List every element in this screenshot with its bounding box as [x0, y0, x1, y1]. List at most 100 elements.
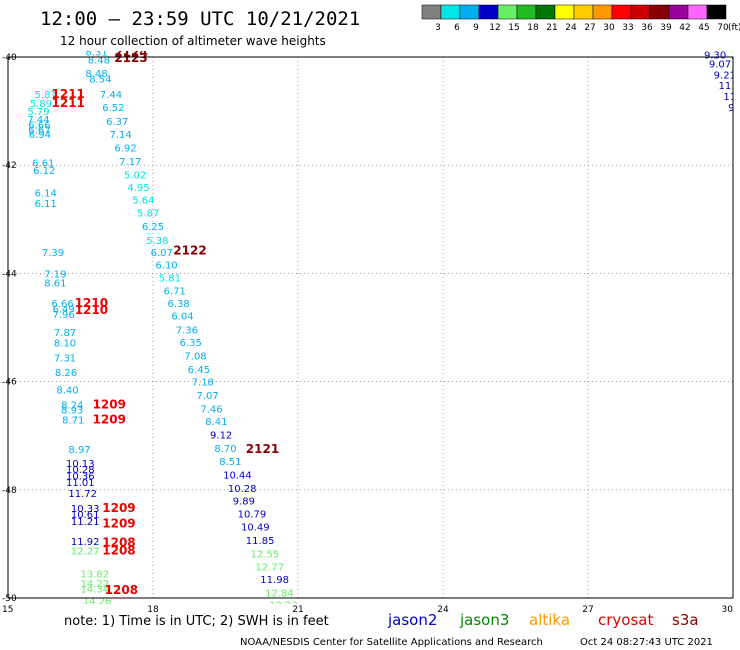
- wave-height-value: 5.79: [27, 107, 49, 118]
- pass-id-label: 2122: [173, 244, 206, 258]
- satellite-legend-entry: jason3: [459, 611, 509, 629]
- color-threshold-label: 15: [508, 23, 519, 33]
- wave-height-value: 11.72: [68, 489, 97, 500]
- wave-height-value: 8.10: [54, 339, 76, 350]
- wave-height-value: 8.41: [205, 417, 227, 428]
- color-swatch: [535, 4, 556, 20]
- pass-id-label: 1208: [105, 583, 138, 597]
- wave-height-value: 5.02: [124, 170, 146, 181]
- wave-height-value: 6.07: [151, 248, 173, 259]
- wave-height-value: 9.21: [714, 70, 736, 81]
- color-swatch: [478, 4, 499, 20]
- color-threshold-label: 6: [454, 23, 460, 33]
- pass-id-label: 1209: [93, 412, 126, 426]
- wave-height-value: 9.07: [709, 59, 731, 70]
- wave-height-value: 6.92: [114, 143, 136, 154]
- color-swatch: [573, 4, 594, 20]
- wave-height-value: 8.71: [62, 415, 84, 426]
- wave-height-value: 8.93: [61, 406, 83, 417]
- wave-height-value: 10.28: [66, 465, 95, 476]
- wave-height-value: 11.21: [71, 517, 100, 528]
- color-threshold-label: 9: [473, 23, 479, 33]
- wave-height-value: 5.87: [137, 208, 159, 219]
- wave-height-value: 6.52: [102, 103, 124, 114]
- wave-height-value: 6.14: [35, 188, 57, 199]
- wave-height-value: 6.45: [188, 365, 210, 376]
- wave-height-value: 11.01: [66, 478, 95, 489]
- color-swatch: [516, 4, 537, 20]
- wave-height-value: 12.55: [251, 550, 280, 561]
- wave-height-value: 7.44: [27, 115, 49, 126]
- x-tick-label: 27: [582, 605, 593, 615]
- wave-height-value: 14.26: [83, 597, 112, 608]
- wave-height-value: 6.04: [171, 312, 193, 323]
- wave-height-value: 8.51: [219, 457, 241, 468]
- wave-height-value: 11.75: [719, 81, 740, 92]
- pass-id-label: 1211: [52, 87, 85, 101]
- wave-height-value: 8.48: [85, 69, 107, 80]
- wave-height-value: 13.82: [81, 570, 110, 581]
- wave-height-value: 12.84: [265, 589, 294, 600]
- wave-height-value: 11.41: [723, 92, 740, 103]
- wave-height-value: 10.28: [228, 484, 257, 495]
- color-threshold-label: 70: [717, 23, 729, 33]
- color-threshold-label: 12: [489, 23, 500, 33]
- wave-height-value: 8.: [735, 123, 740, 134]
- satellite-legend-entry: jason2: [387, 611, 437, 629]
- wave-height-labels: 8.318.488.548.487.446.526.377.146.927.17…: [27, 51, 740, 611]
- wave-height-value: 5.89: [30, 99, 52, 110]
- wave-height-value: 7.44: [100, 90, 122, 101]
- wave-height-value: 6.66: [52, 299, 74, 310]
- wave-height-value: 8.26: [55, 368, 77, 379]
- satellite-legend: jason2 jason3 altika cryosat s3a: [387, 611, 699, 629]
- color-threshold-label: 27: [584, 23, 595, 33]
- color-threshold-label: 24: [565, 23, 577, 33]
- pass-id-label: 1208: [102, 535, 135, 549]
- color-swatch: [706, 4, 727, 20]
- wave-height-value: 7.96: [52, 310, 74, 321]
- pass-id-label: 138: [731, 47, 740, 61]
- wave-height-value: 7.87: [54, 328, 76, 339]
- color-threshold-label: 36: [641, 23, 653, 33]
- y-tick-label: -50: [2, 594, 17, 604]
- wave-height-value: 13.23: [269, 600, 298, 611]
- y-tick-label: -46: [2, 378, 17, 388]
- wave-height-value: 6.71: [164, 287, 186, 298]
- pass-id-label: 2123: [114, 51, 147, 65]
- y-tick-label: -42: [2, 161, 17, 171]
- satellite-legend-entry: s3a: [672, 611, 699, 629]
- wave-height-value: 10.79: [238, 510, 267, 521]
- wave-height-value: 7.08: [184, 352, 206, 363]
- color-swatch: [440, 4, 461, 20]
- credit-text: NOAA/NESDIS Center for Satellite Applica…: [240, 637, 543, 648]
- wave-height-value: 6.12: [33, 166, 55, 177]
- color-swatch: [554, 4, 575, 20]
- color-swatch: [649, 4, 670, 20]
- x-tick-label: 30: [722, 605, 734, 615]
- color-threshold-label: 39: [660, 23, 672, 33]
- y-tick-label: -40: [2, 53, 17, 63]
- satellite-legend-entry: cryosat: [598, 611, 653, 629]
- wave-height-value: 8.97: [68, 445, 90, 456]
- y-tick-label: -48: [2, 486, 17, 496]
- wave-height-value: 14.22: [81, 579, 110, 590]
- wave-height-value: 6.10: [155, 261, 177, 272]
- x-tick-label: 21: [292, 605, 303, 615]
- wave-height-value: 5.64: [132, 195, 154, 206]
- color-swatch: [668, 4, 689, 20]
- satellite-legend-entry: altika: [529, 611, 570, 629]
- wave-height-value: 6.37: [106, 117, 128, 128]
- wave-height-value: 8.40: [56, 386, 78, 397]
- pass-id-label: 1210: [75, 296, 108, 310]
- wave-height-value: 10.49: [241, 523, 270, 534]
- wave-height-value: 7.31: [54, 353, 76, 364]
- wave-height-value: 10.44: [223, 471, 252, 482]
- wave-height-value: 14.34: [81, 584, 110, 595]
- chart-subtitle: 12 hour collection of altimeter wave hei…: [60, 34, 326, 48]
- wave-height-value: 8.48: [88, 56, 110, 67]
- color-threshold-label: 3: [435, 23, 441, 33]
- color-swatch: [687, 4, 708, 20]
- wave-height-value: 8.24: [61, 400, 83, 411]
- axis-ticks: 15 18 21 24 27 30 -40 -42 -44 -46 -48 -50: [2, 53, 733, 615]
